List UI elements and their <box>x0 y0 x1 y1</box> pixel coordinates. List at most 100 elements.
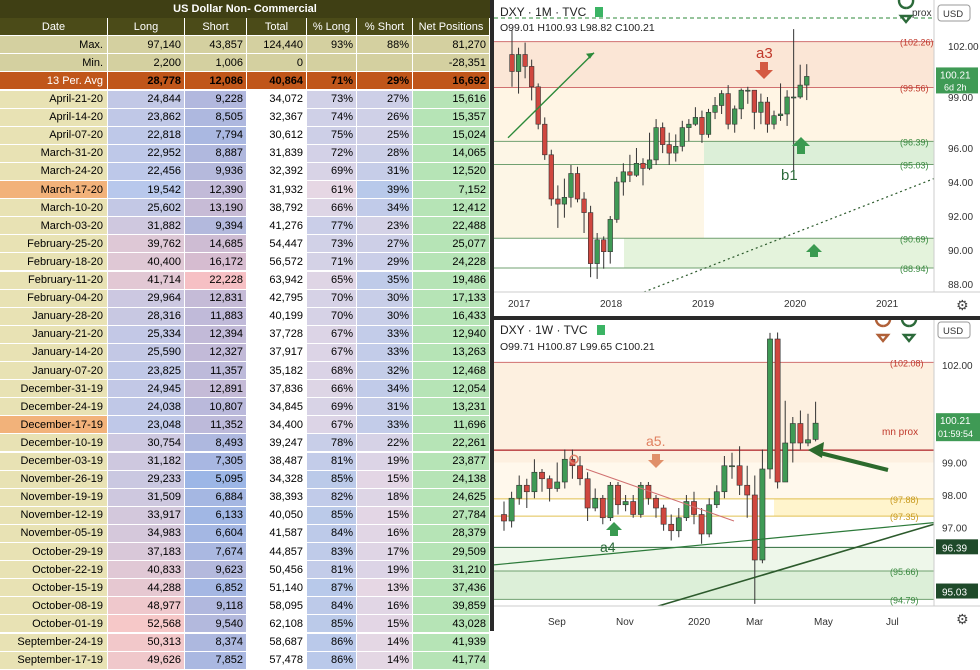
price-tick-label: 90.00 <box>948 246 973 257</box>
cell-net-positions: 15,024 <box>413 126 490 145</box>
cell-net-positions: 22,261 <box>413 434 490 453</box>
cell-total: 38,393 <box>247 488 307 507</box>
candle-body <box>653 497 659 509</box>
candle-body <box>620 171 626 183</box>
candle-body <box>501 514 507 522</box>
cell-short: 43,857 <box>185 36 247 55</box>
cell-net-positions: 39,859 <box>413 597 490 616</box>
cell-long: 23,048 <box>108 416 185 435</box>
table-row: November-19-19 31,509 6,884 38,393 82% 18% 24,… <box>0 488 490 507</box>
candle-body <box>797 423 804 444</box>
cell-date: February-25-20 <box>0 235 108 254</box>
cell-short: 9,623 <box>185 561 247 580</box>
candle-body <box>804 76 810 86</box>
cell-total: 54,447 <box>247 235 307 254</box>
table-row: February-25-20 39,762 14,685 54,447 73% 27% 25… <box>0 235 490 254</box>
cell-pct-short: 16% <box>357 524 413 543</box>
cell-pct-long: 73% <box>307 90 357 109</box>
candle-body <box>713 491 720 506</box>
cell-pct-long: 84% <box>307 524 357 543</box>
bar-countdown: 01:59:54 <box>938 429 973 439</box>
currency-label: USD <box>943 9 963 20</box>
cell-date: March-24-20 <box>0 162 108 181</box>
table-row: December-03-19 31,182 7,305 38,487 81% 19% 23,… <box>0 452 490 471</box>
cell-date: April-07-20 <box>0 126 108 145</box>
cell-pct-short: 31% <box>357 162 413 181</box>
candle-body <box>646 159 653 169</box>
cell-total: 38,792 <box>247 199 307 218</box>
panel-divider <box>494 316 980 320</box>
cell-long: 30,754 <box>108 434 185 453</box>
b1-up-arrow <box>792 137 810 154</box>
cell-date: 13 Per. Avg <box>0 72 108 91</box>
cell-date: November-19-19 <box>0 488 108 507</box>
candle-body <box>637 484 644 515</box>
cell-long: 29,964 <box>108 289 185 308</box>
cell-date: December-17-19 <box>0 416 108 435</box>
level-price-label: (102.08) <box>890 358 924 368</box>
cell-total: 35,182 <box>247 362 307 381</box>
weekly-chart-canvas[interactable]: a4 a5. mn prox DXY · 1W · TVC O99.71 H100.87… <box>493 310 980 632</box>
cell-pct-short: 17% <box>357 543 413 562</box>
level-price-label: (95.66) <box>890 567 919 577</box>
last-price-value: 100.21 <box>940 416 971 427</box>
cell-date: April-14-20 <box>0 108 108 127</box>
cell-long: 41,714 <box>108 271 185 290</box>
supply-zone <box>494 362 934 463</box>
cell-date: November-05-19 <box>0 524 108 543</box>
a5-trendline <box>585 468 735 522</box>
candle-body <box>627 171 633 176</box>
cell-net-positions: 28,379 <box>413 524 490 543</box>
cell-pct-short: 34% <box>357 199 413 218</box>
cell-long: 48,977 <box>108 597 185 616</box>
candle-body <box>546 478 553 489</box>
candle-body <box>721 465 728 493</box>
candle-body <box>607 219 613 252</box>
cell-long: 31,882 <box>108 217 185 236</box>
cell-pct-long: 71% <box>307 253 357 272</box>
candle-body <box>745 89 751 92</box>
time-tick-label: Mar <box>746 617 764 628</box>
cell-net-positions: 24,228 <box>413 253 490 272</box>
cell-net-positions: 31,210 <box>413 561 490 580</box>
cell-short: 6,604 <box>185 524 247 543</box>
cell-short: 16,172 <box>185 253 247 272</box>
cell-pct-long: 69% <box>307 398 357 417</box>
cot-table: US Dollar Non- Commercial Date Long Short T… <box>0 0 490 670</box>
table-row: February-18-20 40,400 16,172 56,572 71% 29% 24… <box>0 253 490 272</box>
cell-pct-short: 30% <box>357 307 413 326</box>
weekly-chart[interactable]: a4 a5. mn prox DXY · 1W · TVC O99.71 H100.87… <box>493 310 980 632</box>
a5-marker <box>569 454 579 465</box>
time-tick-label: Jul <box>886 617 899 628</box>
cell-long: 23,825 <box>108 362 185 381</box>
monthly-chart-canvas[interactable]: a3 b1 DXY · 1M · TVC O99.01 H100.93 L98.82 … <box>494 0 980 316</box>
monthly-chart[interactable]: a3 b1 DXY · 1M · TVC O99.01 H100.93 L98.82 … <box>494 0 980 316</box>
table-min-row: Min. 2,200 1,006 0 -28,351 <box>0 54 490 73</box>
cell-pct-long: 84% <box>307 597 357 616</box>
cell-pct-long: 82% <box>307 488 357 507</box>
price-tick-label: 102.00 <box>942 361 973 372</box>
level-price-label: (88.94) <box>900 264 929 274</box>
cell-pct-short: 35% <box>357 271 413 290</box>
cell-total: 34,328 <box>247 470 307 489</box>
candle-body <box>751 89 757 113</box>
cell-net-positions: 14,065 <box>413 144 490 163</box>
cell-long: 49,626 <box>108 651 185 670</box>
cell-short: 7,852 <box>185 651 247 670</box>
cell-short: 10,807 <box>185 398 247 417</box>
candle-body <box>660 127 666 145</box>
table-row: November-12-19 33,917 6,133 40,050 85% 15% 27,… <box>0 506 490 525</box>
cell-short: 11,352 <box>185 416 247 435</box>
cell-pct-long: 85% <box>307 506 357 525</box>
cell-date: November-26-19 <box>0 470 108 489</box>
demand-zone <box>494 571 934 600</box>
cell-pct-short: 33% <box>357 325 413 344</box>
price-tick-label: 97.00 <box>942 524 967 535</box>
candle-body <box>725 93 731 125</box>
cell-pct-short: 22% <box>357 434 413 453</box>
cell-short: 7,674 <box>185 543 247 562</box>
level-price-label: (94.79) <box>890 595 919 605</box>
cell-net-positions: 12,468 <box>413 362 490 381</box>
currency-label: USD <box>943 326 963 337</box>
table-max-row: Max. 97,140 43,857 124,440 93% 88% 81,270 <box>0 36 490 55</box>
